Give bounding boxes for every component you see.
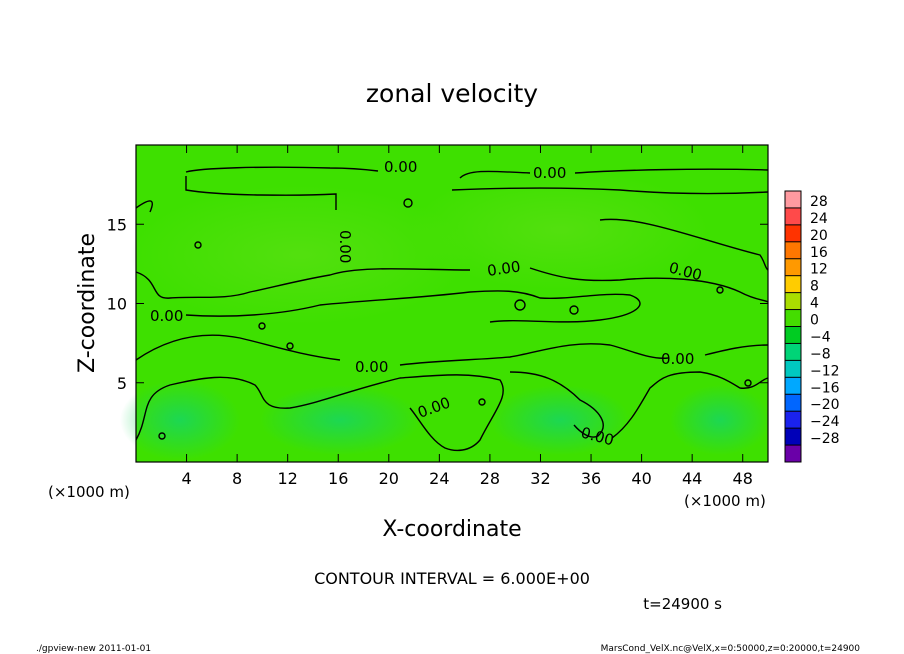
contour-loop <box>258 322 266 330</box>
x-tick-label: 12 <box>278 469 298 488</box>
colorbar-label: 4 <box>810 296 819 312</box>
x-tick-label: 4 <box>181 469 191 488</box>
x-tick-label: 20 <box>379 469 399 488</box>
colorbar-label: 16 <box>810 245 828 261</box>
contour-line <box>135 200 154 213</box>
contour-label: 0.00 <box>486 257 522 279</box>
colorbar-swatch <box>785 207 801 226</box>
contour-loop <box>194 241 202 249</box>
contour-loop <box>478 398 486 406</box>
colorbar-swatch <box>785 241 801 260</box>
colorbar-swatch <box>785 360 801 378</box>
contour-loop <box>716 286 724 294</box>
contour-loop <box>569 305 579 315</box>
contour-label: 0.00 <box>384 158 417 176</box>
colorbar-label: −4 <box>810 329 831 345</box>
colorbar-swatch <box>785 377 801 395</box>
contour-loop <box>744 379 752 387</box>
colorbar-swatch <box>785 343 801 361</box>
colorbar-label: −28 <box>810 431 840 447</box>
contour-labels: 0.00 0.00 0.00 0.00 0.00 0.00 0.00 0.00 … <box>150 158 704 450</box>
contour-loop <box>286 342 294 350</box>
colorbar-label: −24 <box>810 414 840 430</box>
colorbar-swatch <box>785 394 801 412</box>
x-tick-label: 8 <box>232 469 242 488</box>
x-tick-label: 44 <box>682 469 702 488</box>
colorbar-swatch <box>785 224 801 243</box>
colorbar-label: 8 <box>810 279 819 295</box>
field-shade <box>130 185 470 325</box>
colorbar-swatch <box>785 428 801 446</box>
x-tick-label: 32 <box>530 469 550 488</box>
footer-right: MarsCond_VelX.nc@VelX,x=0:50000,z=0:2000… <box>601 644 861 654</box>
contour-interval: CONTOUR INTERVAL = 6.000E+00 <box>314 569 590 588</box>
colorbar-swatch <box>785 309 801 327</box>
footer-left: ./gpview-new 2011-01-01 <box>36 644 151 654</box>
x-tick-label: 28 <box>480 469 500 488</box>
colorbar-label: 24 <box>810 211 828 227</box>
x-unit-left: (×1000 m) <box>48 483 130 501</box>
colorbar-swatch <box>785 258 801 277</box>
contour-line <box>135 334 769 366</box>
contour-line <box>185 290 641 323</box>
contour-line <box>185 176 337 210</box>
contour-line <box>135 374 504 452</box>
x-tick-label: 48 <box>733 469 753 488</box>
contour-lines <box>135 166 769 452</box>
y-axis-label: Z-coordinate <box>75 233 100 373</box>
colorbar-swatch <box>785 411 801 429</box>
contour-line <box>135 267 769 303</box>
x-unit-right: (×1000 m) <box>684 492 766 510</box>
contour-line <box>599 218 769 271</box>
colorbar-label: −12 <box>810 363 840 379</box>
contour-line <box>611 371 769 439</box>
colorbar-label: 12 <box>810 262 828 278</box>
colorbar-swatch <box>785 275 801 294</box>
contour-line <box>459 168 769 179</box>
contour-loop <box>158 432 166 440</box>
contour-label: 0.00 <box>533 164 566 182</box>
contour-label: 0.00 <box>355 358 388 376</box>
y-axis: 5 10 15 <box>107 215 768 393</box>
colorbar-swatch <box>785 191 801 209</box>
x-tick-label: 36 <box>581 469 601 488</box>
contour-label: 0.00 <box>336 230 354 263</box>
x-axis-label: X-coordinate <box>382 517 521 542</box>
colorbar-label: −20 <box>810 397 840 413</box>
x-tick-label: 16 <box>328 469 348 488</box>
colorbar-swatch <box>785 292 801 311</box>
contour-line <box>185 166 379 173</box>
x-tick-label: 24 <box>429 469 449 488</box>
chart-title: zonal velocity <box>366 79 538 108</box>
time-label: t=24900 s <box>643 595 722 613</box>
contour-label: 0.00 <box>150 307 183 325</box>
y-tick-label: 10 <box>107 295 127 314</box>
colorbar-swatch <box>785 326 801 344</box>
y-tick-label: 5 <box>117 374 127 393</box>
colorbar-swatch <box>785 445 801 463</box>
contour-loop <box>514 299 526 311</box>
x-tick-label: 40 <box>631 469 651 488</box>
field-shade <box>260 385 420 455</box>
colorbar-label: 0 <box>810 313 819 329</box>
colorbar-label: 28 <box>810 194 828 210</box>
colorbar-label: −8 <box>810 346 831 362</box>
y-tick-label: 15 <box>107 215 127 234</box>
contour-line <box>451 187 769 195</box>
contour-label: 0.00 <box>661 350 694 368</box>
contour-loop <box>403 198 413 208</box>
contour-line <box>509 371 604 438</box>
x-axis: 4 8 12 16 20 24 28 32 36 40 44 48 <box>181 145 753 488</box>
colorbar-label: −16 <box>810 380 840 396</box>
field-shade <box>120 380 240 460</box>
colorbar-label: 20 <box>810 228 828 244</box>
field-shade <box>670 385 770 455</box>
field-shade <box>410 170 710 290</box>
